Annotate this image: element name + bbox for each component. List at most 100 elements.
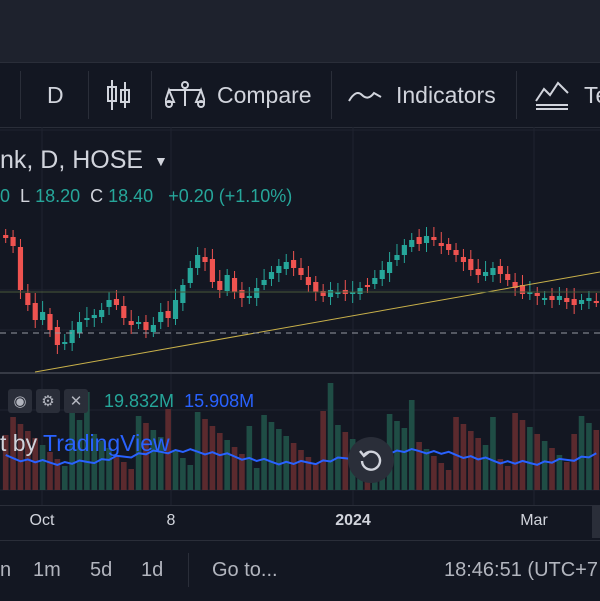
candle-body (438, 243, 444, 246)
volume-bar (438, 463, 445, 490)
candle-body (261, 280, 267, 285)
trend-line (34, 271, 600, 373)
candle-body (165, 311, 171, 318)
volume-bar (527, 427, 533, 490)
candle-body (320, 291, 326, 296)
candle-body (423, 236, 430, 243)
range-label: 5d (90, 558, 113, 581)
candle-body (387, 262, 393, 273)
candle-body (586, 298, 592, 301)
candle-body (25, 293, 31, 305)
candles-icon (106, 78, 132, 112)
volume-bar (268, 422, 275, 490)
volume-bar (143, 423, 149, 490)
clock-timezone[interactable]: 18:46:51 (UTC+7 (444, 541, 598, 599)
volume-bar (239, 454, 245, 490)
candle-body (283, 262, 289, 269)
low-key: L (20, 186, 31, 206)
volume-bar (180, 458, 186, 490)
candle-body (254, 288, 260, 298)
candle-body (217, 281, 223, 290)
candle-body (231, 278, 238, 292)
volume-bar (445, 470, 452, 490)
templates-button[interactable]: Te (534, 63, 600, 127)
reset-chart-button[interactable] (348, 437, 394, 483)
close-icon[interactable]: ✕ (64, 389, 88, 413)
chart-pane[interactable] (0, 127, 600, 537)
volume-bar (342, 432, 349, 490)
candle-body (40, 312, 46, 320)
volume-bar (121, 462, 127, 490)
time-axis[interactable]: Oct 8 2024 Mar (0, 505, 600, 538)
candle-body (10, 237, 16, 246)
candle-body (453, 250, 459, 255)
candle-body (379, 270, 385, 279)
volume-bar (17, 424, 24, 490)
indicators-button[interactable]: Indicators (348, 63, 496, 127)
candle-body (335, 292, 341, 294)
scroll-handle[interactable] (592, 506, 600, 538)
candle-body (571, 299, 577, 305)
tradingview-watermark[interactable]: t by TradingView (0, 430, 170, 457)
go-to-label: Go to... (212, 558, 278, 581)
volume-bar (290, 443, 297, 490)
candle-body (350, 292, 356, 294)
volume-bar (165, 409, 171, 490)
candle-body (84, 318, 90, 320)
candle-body (564, 298, 570, 302)
volume-bar (394, 421, 400, 490)
candle-body (268, 272, 275, 279)
candle-body (291, 260, 297, 268)
candle-body (195, 255, 201, 268)
candle-body (158, 312, 164, 322)
volume-bar (106, 448, 112, 490)
volume-bar (298, 450, 304, 490)
volume-bar (578, 416, 585, 490)
volume-bar (128, 469, 135, 490)
volume-bar (490, 417, 496, 490)
volume-bar (39, 445, 46, 490)
low-value: 18.20 (35, 186, 81, 206)
volume-bar (98, 441, 105, 490)
candle-body (578, 300, 585, 304)
volume-bar (283, 436, 290, 490)
range-button[interactable]: n (0, 541, 11, 599)
candle-body (3, 235, 9, 238)
go-to-button[interactable]: Go to... (212, 541, 278, 599)
range-5d-button[interactable]: 5d (90, 541, 112, 599)
candle-body (357, 288, 363, 294)
volume-bar (216, 433, 223, 490)
symbol-legend[interactable]: nk, D, HOSE ▼ (0, 146, 168, 175)
rotate-ccw-icon (358, 447, 384, 473)
time-tick: Oct (29, 512, 55, 529)
volume-bar (261, 415, 267, 490)
candle-body (305, 277, 311, 285)
volume-bar (519, 420, 526, 490)
volume-bar (150, 430, 157, 490)
eye-icon[interactable]: ◉ (8, 389, 32, 413)
volume-bar (32, 438, 39, 490)
compare-button[interactable]: Compare (165, 63, 312, 127)
change-value: +0.20 (+1.10%) (168, 186, 293, 206)
range-1m-button[interactable]: 1m (33, 541, 61, 599)
volume-bar (512, 413, 518, 490)
templates-label: Te (584, 81, 600, 108)
candle-body (209, 259, 215, 282)
volume-bar (209, 426, 216, 490)
candle-body (527, 292, 533, 294)
volume-legend: ◉ ⚙ ✕ 19.832M 15.908M (0, 387, 254, 415)
candle-body (549, 296, 555, 300)
volume-ma-value: 15.908M (184, 390, 255, 411)
candle-body (121, 306, 127, 318)
candle-body (187, 268, 193, 283)
close-value: 18.40 (108, 186, 154, 206)
chart-type-button[interactable] (106, 63, 132, 127)
volume-bar (541, 441, 548, 490)
gear-icon[interactable]: ⚙ (36, 389, 60, 413)
chart-toolbar: D Compare (0, 62, 600, 128)
candle-body (519, 285, 526, 294)
range-1d-button[interactable]: 1d (141, 541, 163, 599)
toolbar-separator (20, 71, 21, 119)
interval-button[interactable]: D (47, 63, 64, 127)
toolbar-separator (516, 71, 517, 119)
